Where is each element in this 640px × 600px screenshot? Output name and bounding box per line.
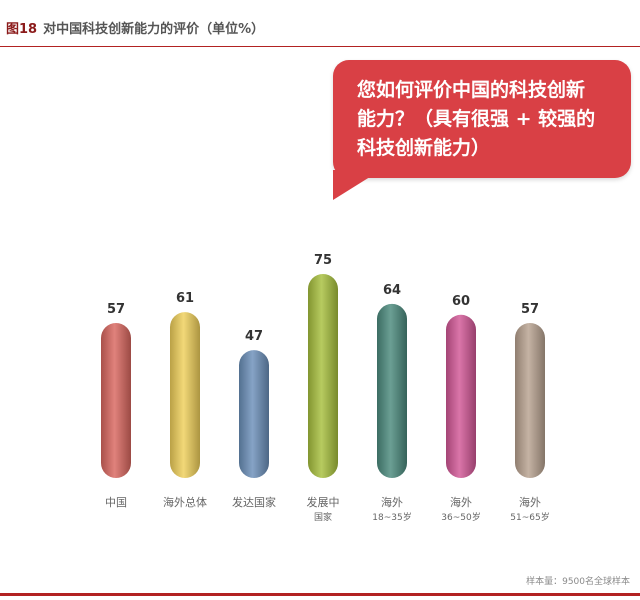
category-label-3-line-1: 发达国家 (232, 495, 276, 509)
top-divider (0, 46, 640, 47)
category-label-6-line-1: 海外 (450, 495, 472, 509)
value-label-3: 47 (245, 329, 263, 344)
category-label-5-line-1: 海外 (381, 495, 403, 509)
category-label-5-line-2: 18~35岁 (372, 511, 411, 523)
category-label-1-line-1: 中国 (105, 496, 127, 509)
callout-line-1: 您如何评价中国的科技创新 (357, 79, 586, 101)
value-label-2: 61 (176, 291, 194, 306)
bar-2 (170, 312, 200, 478)
value-label-1: 57 (107, 302, 125, 317)
bar-6 (446, 314, 476, 478)
figure-number: 图18 (6, 22, 38, 37)
value-label-5: 64 (383, 283, 401, 298)
value-label-7: 57 (521, 302, 539, 317)
callout-question: 您如何评价中国的科技创新 能力？（具有很强 + 较强的 科技创新能力） (357, 76, 619, 163)
callout-line-2: 能力？（具有很强 + 较强的 (357, 108, 596, 130)
bar-1 (101, 322, 131, 478)
callout-bubble (333, 60, 631, 178)
callout-line-3: 科技创新能力） (357, 137, 491, 159)
figure-title: 图18 对中国科技创新能力的评价（单位%） (6, 18, 264, 37)
sample-size-note: 样本量：9500名全球样本 (526, 577, 630, 587)
bar-5 (377, 303, 407, 478)
category-label-2-line-1: 海外总体 (163, 495, 207, 509)
value-label-4: 75 (314, 253, 332, 268)
bar-7 (515, 322, 545, 478)
value-label-6: 60 (452, 294, 470, 309)
bar-3 (239, 350, 269, 478)
category-label-6-line-2: 36~50岁 (441, 511, 480, 523)
bars-layer (101, 274, 545, 478)
category-label-4-line-1: 发展中 (307, 495, 340, 509)
bar-4 (308, 274, 338, 478)
figure-title-text: 对中国科技创新能力的评价（单位%） (43, 22, 265, 37)
category-label-7-line-2: 51~65岁 (510, 511, 549, 523)
bottom-divider (0, 593, 640, 596)
category-label-7-line-1: 海外 (519, 495, 541, 509)
category-label-4-line-2: 国家 (314, 511, 332, 523)
